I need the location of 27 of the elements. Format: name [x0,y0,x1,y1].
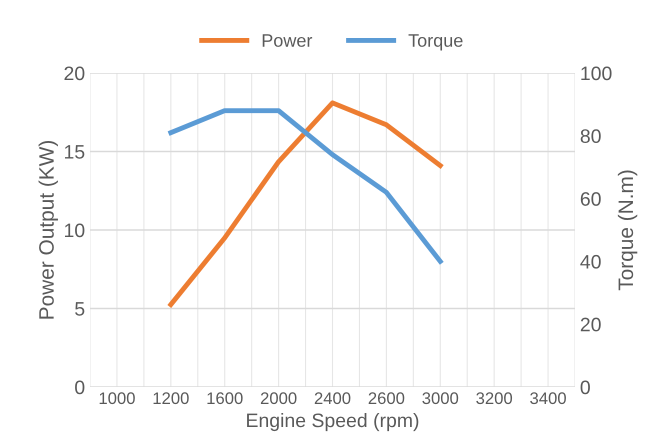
y-tick-label: 10 [64,223,84,238]
y-tick-label: 0 [75,380,84,394]
y2-tick-label: 0 [580,380,590,394]
x-tick-label: 2000 [260,392,296,404]
x-tick-label: 3200 [476,392,512,404]
x-tick-label: 3400 [530,392,566,404]
y2-tick-label: 40 [580,254,601,269]
legend-label: Power [262,34,312,47]
y-axis-title: Power Output (KW) [38,140,58,319]
legend-label: Torque [408,34,463,50]
x-tick-label: 3000 [422,392,458,404]
y2-tick-label: 80 [580,129,601,144]
x-tick-label: 2400 [314,392,350,404]
y-tick-label: 20 [64,66,84,80]
y2-tick-label: 100 [581,66,612,80]
y2-axis-title: Torque (N.m) [618,170,638,290]
line-series [168,100,443,308]
x-tick-label: 1600 [207,392,243,404]
y-tick-label: 15 [64,145,84,159]
line-series [168,108,443,264]
x-tick-label: 1200 [154,392,189,404]
y2-tick-label: 20 [580,318,601,332]
x-tick-label: 2600 [368,392,404,404]
y2-tick-label: 60 [580,192,601,206]
x-tick-label: 1000 [100,392,135,404]
x-axis-title: Engine Speed (rpm) [247,412,418,432]
y-tick-label: 5 [75,302,84,316]
